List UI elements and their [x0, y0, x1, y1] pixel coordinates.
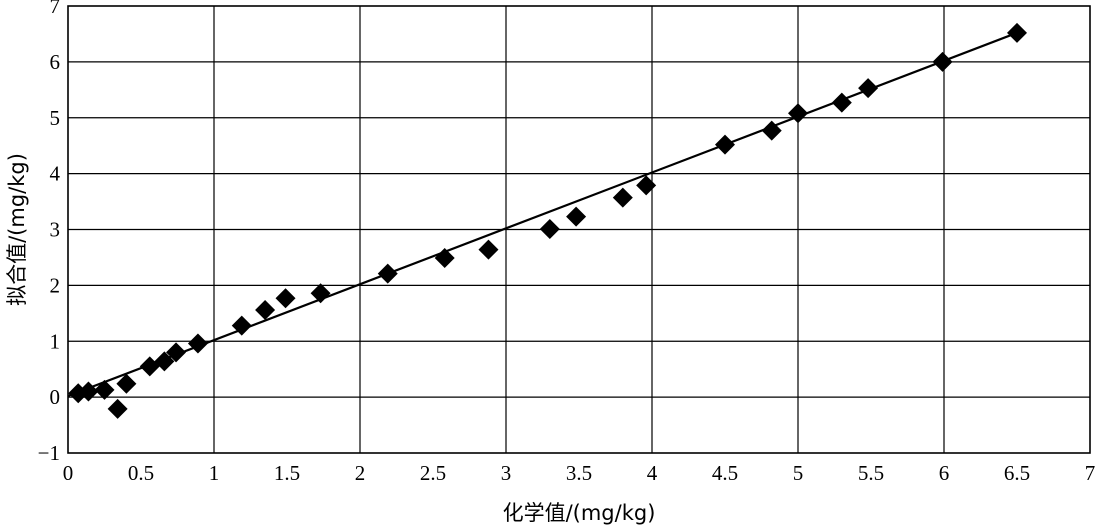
fit-line [67, 31, 1018, 398]
data-point [858, 78, 879, 99]
data-point [478, 239, 499, 260]
x-tick-label: 5 [793, 461, 804, 485]
data-points [68, 22, 1027, 419]
y-tick-label: 6 [50, 50, 61, 74]
x-tick-label: 1.5 [274, 461, 300, 485]
y-axis-label: 拟合值/(mg/kg) [5, 153, 29, 306]
data-point [932, 51, 953, 72]
data-point [761, 120, 782, 141]
x-tick-label: 1 [209, 461, 220, 485]
y-tick-label: 5 [50, 106, 61, 130]
x-tick-label: 3.5 [566, 461, 592, 485]
data-point [831, 92, 852, 113]
x-tick-label: 3 [501, 461, 512, 485]
data-point [116, 373, 137, 394]
data-point [310, 283, 331, 304]
grid-lines [68, 6, 1090, 453]
data-point [788, 103, 808, 124]
data-point [166, 342, 187, 363]
data-point [107, 398, 128, 419]
y-tick-label: −1 [38, 441, 60, 465]
y-tick-labels: −1 0 1 2 3 4 5 6 7 [38, 0, 61, 465]
y-tick-label: 2 [50, 273, 61, 297]
data-point [94, 379, 115, 400]
y-tick-label: 7 [50, 0, 61, 18]
x-tick-label: 0.5 [128, 461, 154, 485]
data-point [1007, 22, 1027, 43]
x-tick-labels: 0 0.5 1 1.5 2 2.5 3 3.5 4 4.5 5 5.5 6 6.5 7 [63, 461, 1095, 485]
x-tick-label: 0 [63, 461, 74, 485]
plot-frame [67, 5, 1091, 454]
x-tick-label: 6.5 [1004, 461, 1030, 485]
data-point [231, 315, 252, 336]
x-tick-label: 2 [355, 461, 366, 485]
data-point [377, 263, 398, 284]
data-point [612, 187, 633, 208]
data-point [539, 218, 560, 239]
data-point [434, 247, 455, 268]
data-point [187, 333, 208, 354]
fit-line-layer [67, 31, 1018, 398]
y-tick-label: 0 [50, 385, 61, 409]
data-point [715, 134, 735, 155]
y-tick-label: 4 [50, 162, 61, 186]
x-tick-label: 5.5 [858, 461, 884, 485]
x-tick-label: 2.5 [420, 461, 446, 485]
data-point [78, 381, 99, 402]
data-point [566, 206, 587, 227]
x-tick-label: 7 [1085, 461, 1095, 485]
x-tick-label: 4 [647, 461, 658, 485]
data-point [154, 351, 175, 372]
data-point [636, 175, 657, 196]
y-tick-label: 3 [50, 218, 61, 242]
y-tick-label: 1 [50, 329, 61, 353]
x-tick-label: 6 [939, 461, 950, 485]
x-axis-label: 化学值/(mg/kg) [503, 501, 656, 525]
data-point [255, 299, 276, 320]
x-tick-label: 4.5 [712, 461, 738, 485]
data-point [275, 288, 296, 309]
